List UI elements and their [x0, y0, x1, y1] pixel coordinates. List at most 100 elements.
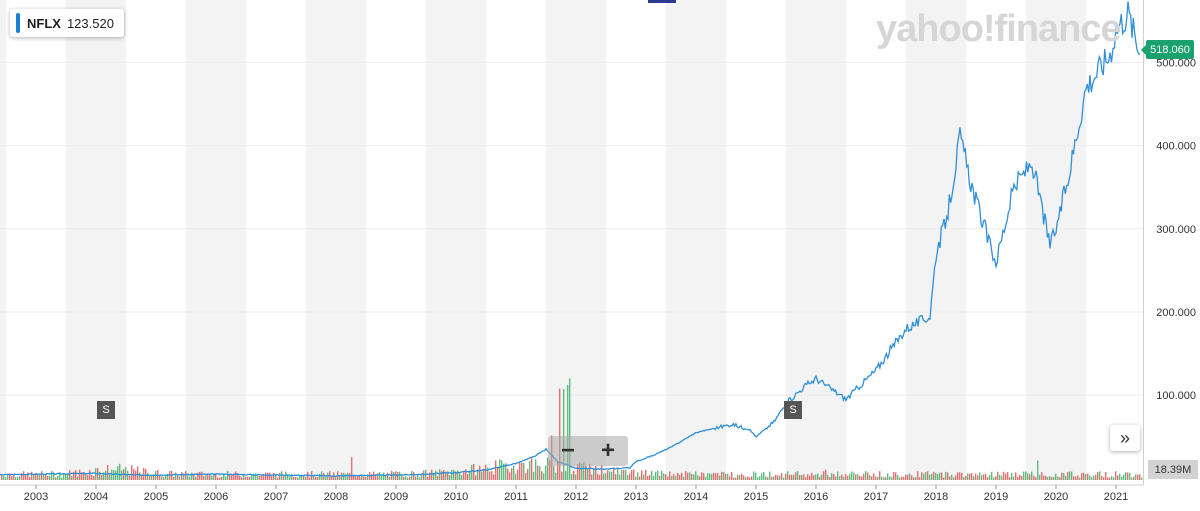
volume-bar	[1039, 474, 1041, 480]
volume-bar	[567, 384, 569, 480]
volume-bar	[601, 465, 603, 480]
ticker-symbol: NFLX	[27, 15, 61, 31]
volume-bar	[691, 473, 693, 480]
volume-bar	[1099, 471, 1101, 480]
volume-bar	[265, 472, 267, 480]
volume-bar	[1057, 476, 1059, 480]
volume-bar	[349, 473, 351, 480]
split-marker[interactable]: S	[97, 401, 115, 419]
volume-bar	[263, 474, 265, 480]
x-tick-label: 2006	[204, 491, 228, 503]
volume-bar	[3, 475, 5, 480]
year-band	[786, 0, 846, 480]
y-tick-label: 100.000	[1156, 390, 1196, 402]
volume-bar	[243, 474, 245, 480]
volume-bar	[873, 473, 875, 480]
volume-bar	[679, 475, 681, 480]
volume-bar	[747, 476, 749, 480]
volume-bar	[771, 476, 773, 480]
volume-bar	[109, 474, 111, 480]
volume-bar	[849, 473, 851, 480]
zoom-out-button[interactable]: −	[560, 437, 575, 464]
volume-bar	[1139, 474, 1141, 480]
volume-bar	[65, 473, 67, 480]
volume-bar	[715, 473, 717, 480]
volume-bar	[409, 476, 411, 480]
volume-bar	[1119, 473, 1121, 480]
volume-bar	[881, 476, 883, 480]
volume-bar	[671, 476, 673, 480]
volume-bar	[1111, 476, 1113, 480]
volume-bar	[663, 473, 665, 480]
volume-bar	[547, 457, 549, 480]
volume-bar	[469, 470, 471, 480]
volume-bar	[175, 472, 177, 480]
volume-bar	[21, 473, 23, 480]
volume-bar	[935, 472, 937, 480]
volume-bar	[639, 476, 641, 480]
volume-bar	[527, 469, 529, 480]
volume-bar	[977, 475, 979, 480]
volume-bar	[83, 472, 85, 480]
volume-bar	[957, 472, 959, 480]
volume-bar	[953, 477, 955, 480]
volume-bar	[483, 468, 485, 480]
volume-bar	[477, 469, 479, 480]
split-marker[interactable]: S	[784, 401, 802, 419]
volume-bar	[303, 474, 305, 480]
volume-bar	[797, 471, 799, 480]
volume-bar	[103, 472, 105, 480]
volume-bar	[253, 474, 255, 480]
volume-bar	[411, 470, 413, 480]
volume-bar	[1011, 472, 1013, 480]
volume-bar	[751, 476, 753, 480]
volume-bar	[727, 473, 729, 480]
volume-bar	[61, 477, 63, 480]
volume-bar	[1117, 475, 1119, 480]
volume-bar	[115, 470, 117, 480]
volume-bar	[617, 468, 619, 480]
year-band	[186, 0, 246, 480]
volume-bar	[1095, 474, 1097, 480]
volume-bar	[189, 476, 191, 480]
volume-bar	[17, 476, 19, 480]
y-tick-label: 300.000	[1156, 224, 1196, 236]
ticker-label[interactable]: NFLX 123.520	[10, 9, 124, 37]
volume-bar	[163, 477, 165, 480]
volume-bar	[995, 476, 997, 480]
volume-bar	[619, 474, 621, 480]
volume-bar	[399, 471, 401, 480]
volume-bar	[111, 469, 113, 480]
volume-bar	[631, 469, 633, 480]
x-tick-label: 2004	[84, 491, 108, 503]
x-tick-label: 2017	[864, 491, 888, 503]
volume-bar	[597, 473, 599, 480]
more-menu-button[interactable]: »	[1110, 425, 1140, 451]
volume-bar	[451, 469, 453, 480]
volume-bar	[791, 474, 793, 480]
volume-bar	[623, 469, 625, 480]
volume-bar	[393, 472, 395, 480]
volume-bar	[307, 471, 309, 480]
y-tick-label: 200.000	[1156, 307, 1196, 319]
volume-bar	[1123, 474, 1125, 480]
volume-bar	[101, 474, 103, 480]
volume-bar	[273, 472, 275, 480]
volume-bar	[683, 476, 685, 480]
volume-bar	[613, 467, 615, 480]
volume-bar	[993, 477, 995, 480]
volume-bar	[435, 470, 437, 480]
volume-bar	[687, 472, 689, 480]
volume-bar	[911, 475, 913, 480]
volume-bar	[421, 474, 423, 480]
volume-bar	[585, 465, 587, 480]
zoom-in-button[interactable]: +	[600, 437, 615, 464]
volume-bar	[753, 471, 755, 480]
volume-bar	[69, 470, 71, 480]
volume-bar	[667, 476, 669, 480]
volume-bar	[339, 475, 341, 480]
volume-bar	[485, 464, 487, 480]
volume-bar	[91, 475, 93, 480]
volume-bar	[213, 473, 215, 480]
volume-bar	[1091, 477, 1093, 480]
